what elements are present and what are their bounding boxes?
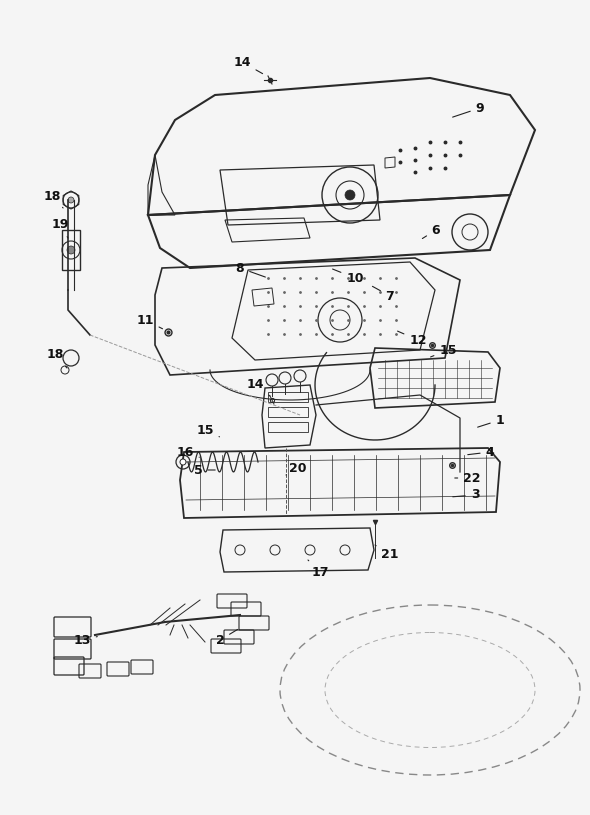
Text: 14: 14 — [233, 55, 263, 73]
Text: 19: 19 — [51, 218, 68, 238]
Circle shape — [180, 459, 186, 465]
Text: 22: 22 — [455, 472, 481, 484]
Text: 4: 4 — [468, 446, 494, 459]
Text: 16: 16 — [176, 447, 199, 460]
Text: 18: 18 — [43, 190, 63, 208]
Circle shape — [67, 246, 75, 254]
Text: 3: 3 — [453, 488, 479, 501]
Text: 10: 10 — [333, 269, 364, 284]
Text: 15: 15 — [431, 343, 457, 357]
Text: 14: 14 — [246, 378, 270, 396]
Text: 11: 11 — [136, 314, 162, 328]
Text: 20: 20 — [286, 461, 307, 475]
Text: 17: 17 — [308, 560, 329, 579]
Text: 5: 5 — [194, 464, 215, 477]
Text: 9: 9 — [453, 102, 484, 117]
Text: 7: 7 — [372, 286, 394, 302]
Text: 15: 15 — [196, 424, 219, 437]
Text: 1: 1 — [478, 413, 504, 427]
Text: 2: 2 — [215, 629, 238, 646]
Circle shape — [345, 190, 355, 200]
Text: 13: 13 — [73, 633, 97, 646]
Text: 18: 18 — [46, 349, 67, 368]
Text: 21: 21 — [375, 545, 399, 562]
Text: 12: 12 — [398, 331, 427, 346]
Text: 6: 6 — [422, 223, 440, 239]
Circle shape — [68, 197, 74, 203]
Text: 8: 8 — [235, 262, 266, 277]
